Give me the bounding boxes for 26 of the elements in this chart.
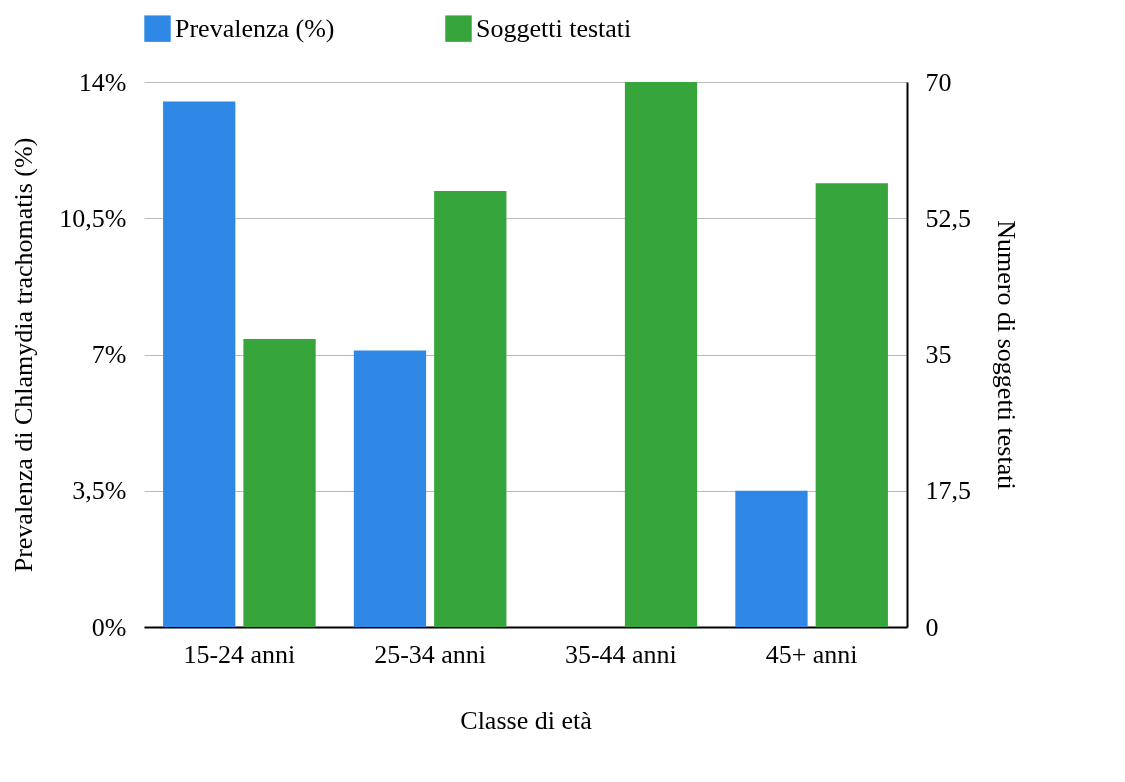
x-axis-title: Classe di età: [460, 705, 593, 735]
y2-tick-label: 0: [925, 612, 939, 642]
y-tick-label: 10,5%: [59, 203, 127, 233]
y-axis-title: Prevalenza di Chlamydia trachomatis (%): [9, 137, 39, 573]
bar: [735, 490, 808, 627]
bar: [243, 338, 316, 627]
y2-axis-title: Numero di soggetti testati: [992, 220, 1021, 490]
y2-tick-label: 17,5: [925, 476, 971, 506]
x-tick-label: 35-44 anni: [564, 639, 677, 669]
y-tick-label: 14%: [78, 67, 127, 97]
y-tick-label: 3,5%: [72, 476, 127, 506]
bar: [815, 183, 888, 627]
bar: [163, 101, 236, 627]
bar: [434, 191, 507, 627]
x-tick-label: 45+ anni: [765, 639, 858, 669]
bar: [353, 350, 427, 627]
y2-tick-label: 35: [925, 340, 952, 369]
y-tick-label: 0%: [91, 612, 127, 642]
y2-tick-label: 70: [925, 67, 952, 97]
y-tick-label: 7%: [91, 340, 127, 369]
y2-tick-label: 52,5: [925, 203, 971, 233]
x-tick-label: 25-34 anni: [374, 639, 487, 669]
legend-label: Soggetti testati: [476, 13, 632, 43]
x-tick-label: 15-24 anni: [183, 639, 296, 669]
legend-label: Prevalenza (%): [175, 13, 335, 43]
bar: [624, 82, 698, 627]
